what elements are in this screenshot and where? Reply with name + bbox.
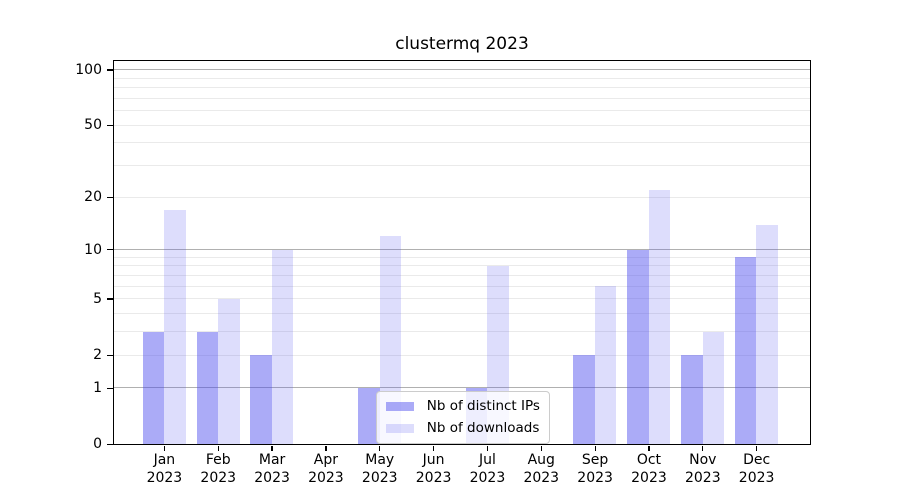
- x-tick-label: Feb 2023: [200, 452, 237, 486]
- x-tick-label: Dec 2023: [738, 452, 775, 486]
- x-tick-mark: [486, 445, 489, 451]
- major-gridline: [113, 249, 810, 251]
- minor-gridline: [113, 142, 810, 144]
- minor-gridline: [113, 77, 810, 79]
- x-tick-label: Oct 2023: [631, 452, 667, 486]
- bar-distinct-ips: [196, 331, 219, 445]
- bar-distinct-ips: [627, 249, 649, 445]
- bar-downloads: [164, 209, 186, 445]
- legend-swatch-downloads: [385, 423, 414, 434]
- major-gridline: [113, 69, 810, 71]
- legend-item-distinct-ips: Nb of distinct IPs: [385, 397, 540, 416]
- minor-gridline: [113, 256, 810, 258]
- minor-gridline: [113, 285, 810, 287]
- x-tick-mark: [433, 445, 435, 451]
- minor-gridline: [113, 97, 810, 99]
- minor-gridline: [113, 87, 810, 89]
- y-tick-label: 1: [93, 380, 102, 397]
- y-tick-mark: [106, 69, 114, 71]
- bar-downloads: [702, 331, 725, 445]
- x-tick-mark: [325, 445, 327, 451]
- legend-label-downloads: Nb of downloads: [426, 420, 540, 437]
- x-tick-mark: [756, 445, 758, 451]
- x-tick-label: Aug 2023: [523, 452, 560, 486]
- x-tick-mark: [648, 445, 650, 451]
- x-tick-label: Jan 2023: [146, 452, 183, 486]
- y-tick-mark: [106, 124, 114, 127]
- minor-gridline: [113, 298, 810, 300]
- y-tick-mark: [106, 298, 114, 300]
- x-tick-mark: [379, 445, 381, 451]
- legend-item-downloads: Nb of downloads: [385, 419, 540, 438]
- x-tick-label: Sep 2023: [577, 452, 613, 486]
- minor-gridline: [113, 265, 810, 267]
- y-tick-mark: [106, 387, 114, 389]
- minor-gridline: [113, 196, 810, 198]
- x-tick-label: Mar 2023: [254, 452, 290, 486]
- y-tick-mark: [106, 196, 114, 198]
- chart-title: clustermq 2023: [395, 34, 529, 54]
- legend-label-distinct-ips: Nb of distinct IPs: [426, 398, 540, 415]
- bar-downloads: [271, 249, 294, 445]
- x-tick-label: Jun 2023: [415, 452, 452, 486]
- x-tick-mark: [702, 445, 704, 451]
- x-tick-mark: [217, 445, 219, 451]
- bar-distinct-ips: [142, 331, 165, 445]
- minor-gridline: [113, 165, 810, 167]
- minor-gridline: [113, 313, 810, 315]
- bar-distinct-ips: [358, 387, 380, 445]
- bar-downloads: [594, 286, 617, 445]
- x-tick-label: Jul 2023: [469, 452, 506, 486]
- bar-downloads: [756, 224, 778, 445]
- x-tick-label: Nov 2023: [684, 452, 721, 486]
- y-tick-label: 10: [84, 241, 102, 258]
- bar-distinct-ips: [681, 355, 703, 445]
- x-tick-mark: [594, 445, 596, 451]
- y-tick-mark: [106, 354, 114, 356]
- bar-downloads: [648, 189, 671, 445]
- y-tick-label: 50: [84, 117, 102, 134]
- y-tick-label: 100: [75, 62, 102, 78]
- y-tick-mark: [106, 249, 114, 251]
- y-tick-mark: [106, 443, 114, 445]
- bar-distinct-ips: [573, 355, 595, 445]
- major-gridline: [113, 387, 810, 389]
- y-tick-label: 20: [84, 189, 102, 206]
- y-tick-label: 5: [93, 291, 102, 308]
- minor-gridline: [113, 110, 810, 112]
- bar-distinct-ips: [250, 355, 272, 445]
- x-tick-label: May 2023: [361, 452, 398, 486]
- x-tick-label: Apr 2023: [308, 452, 344, 486]
- minor-gridline: [113, 331, 810, 333]
- x-tick-mark: [163, 445, 165, 451]
- minor-gridline: [113, 354, 810, 356]
- plot-area: Nb of distinct IPs Nb of downloads: [112, 59, 811, 446]
- x-tick-mark: [271, 445, 273, 451]
- legend-swatch-distinct-ips: [385, 401, 414, 412]
- bar-distinct-ips: [734, 257, 757, 445]
- bar-downloads: [218, 298, 240, 445]
- y-tick-label: 2: [93, 347, 102, 364]
- minor-gridline: [113, 124, 810, 126]
- x-tick-mark: [540, 445, 542, 451]
- legend: Nb of distinct IPs Nb of downloads: [375, 390, 550, 444]
- minor-gridline: [113, 275, 810, 276]
- y-tick-label: 0: [93, 436, 102, 453]
